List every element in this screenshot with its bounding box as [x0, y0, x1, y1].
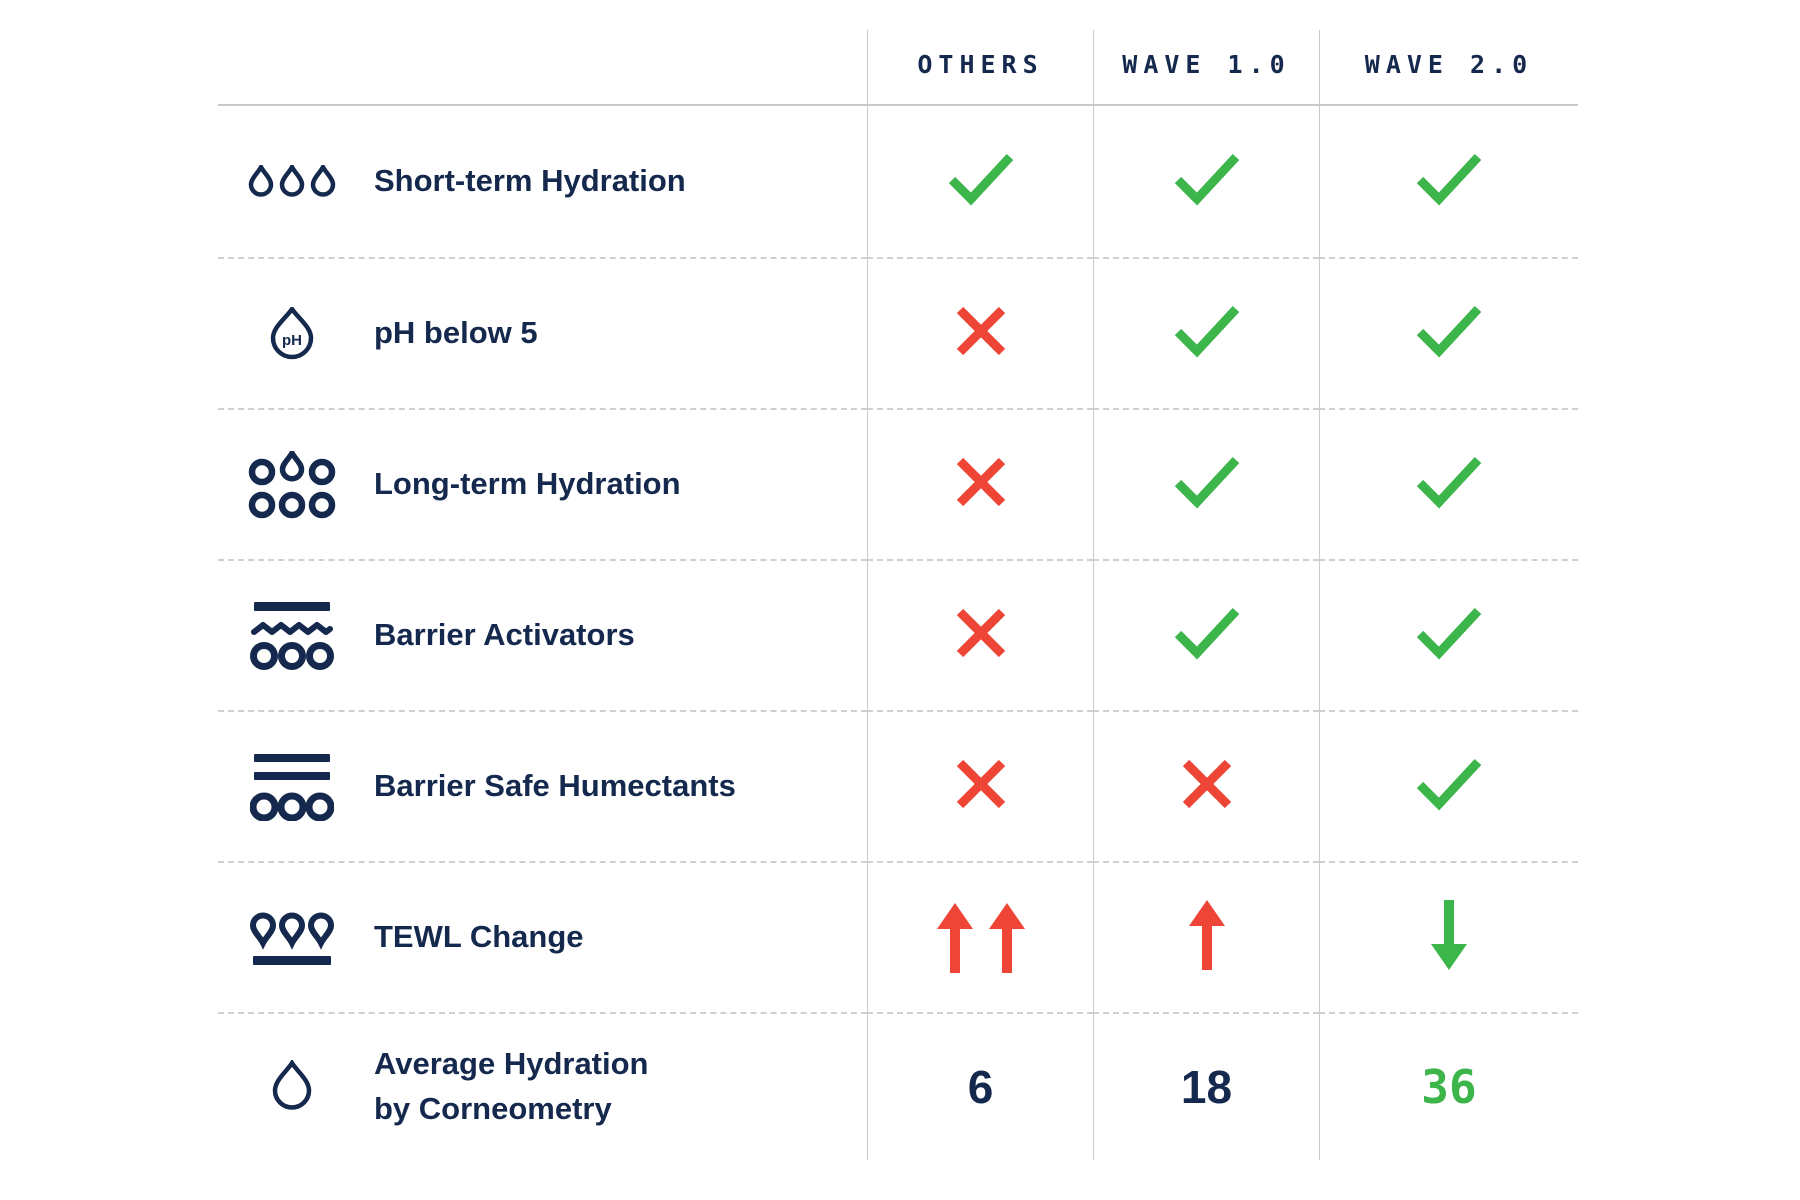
value-cell: [1093, 861, 1319, 1012]
tewl-change-icon: [240, 907, 344, 969]
hydration-score-wave-2: 36: [1421, 1060, 1477, 1114]
value-cell: [1093, 408, 1319, 559]
value-cell: [1319, 559, 1578, 710]
cross-icon: [951, 301, 1011, 366]
column-header-others: OTHERS: [867, 30, 1093, 106]
row-label: Barrier Activators: [374, 617, 635, 653]
check-icon: [1169, 603, 1245, 668]
table-row-label: Barrier Activators: [218, 559, 867, 710]
value-cell: [1319, 408, 1578, 559]
droplets-row-icon: [240, 164, 344, 199]
check-icon: [1411, 301, 1487, 366]
check-icon: [943, 149, 1019, 214]
cross-icon: [1177, 754, 1237, 819]
column-header-wave-1: WAVE 1.0: [1093, 30, 1319, 106]
header-empty-cell: [218, 30, 867, 106]
value-cell: [1319, 106, 1578, 257]
column-header-wave-2: WAVE 2.0: [1319, 30, 1578, 106]
value-cell: [867, 710, 1093, 861]
check-icon: [1169, 149, 1245, 214]
value-cell: [867, 559, 1093, 710]
table-row-label: pH pH below 5: [218, 257, 867, 408]
row-label: Long-term Hydration: [374, 466, 681, 502]
check-icon: [1169, 301, 1245, 366]
row-label-line1: Average Hydration: [374, 1046, 649, 1082]
barrier-humectants-icon: [240, 753, 344, 821]
comparison-table: OTHERS WAVE 1.0 WAVE 2.0 Short-term Hydr…: [218, 30, 1578, 1160]
row-label: Average Hydration by Corneometry: [374, 1042, 649, 1132]
value-cell: 18: [1093, 1012, 1319, 1160]
value-cell: [1319, 710, 1578, 861]
table-row-label: TEWL Change: [218, 861, 867, 1012]
cross-icon: [951, 754, 1011, 819]
table-row-label: Barrier Safe Humectants: [218, 710, 867, 861]
table-row-label: Short-term Hydration: [218, 106, 867, 257]
svg-text:pH: pH: [282, 332, 302, 349]
value-cell: [867, 257, 1093, 408]
value-cell: 6: [867, 1012, 1093, 1160]
row-label: TEWL Change: [374, 919, 584, 955]
cross-icon: [951, 603, 1011, 668]
barrier-activators-icon: [240, 601, 344, 670]
up-arrow-icon: [1188, 899, 1226, 976]
table-row-label: Long-term Hydration: [218, 408, 867, 559]
value-cell: 36: [1319, 1012, 1578, 1160]
hydration-score-others: 6: [967, 1061, 994, 1113]
row-label-line2: by Corneometry: [374, 1091, 612, 1126]
droplets-grid-icon: [240, 450, 344, 519]
row-label: Short-term Hydration: [374, 163, 686, 199]
value-cell: [1319, 861, 1578, 1012]
double-up-arrow-icon: [936, 902, 1026, 974]
ph-droplet-icon: pH: [240, 306, 344, 361]
table-row-label: Average Hydration by Corneometry: [218, 1012, 867, 1160]
hydration-score-wave-1: 18: [1180, 1061, 1233, 1113]
check-icon: [1411, 754, 1487, 819]
check-icon: [1169, 452, 1245, 517]
down-arrow-icon: [1430, 899, 1468, 976]
check-icon: [1411, 603, 1487, 668]
value-cell: [1093, 710, 1319, 861]
value-cell: [1319, 257, 1578, 408]
cross-icon: [951, 452, 1011, 517]
check-icon: [1411, 452, 1487, 517]
value-cell: [867, 861, 1093, 1012]
row-label: pH below 5: [374, 315, 538, 351]
check-icon: [1411, 149, 1487, 214]
value-cell: [1093, 106, 1319, 257]
value-cell: [1093, 559, 1319, 710]
value-cell: [1093, 257, 1319, 408]
row-label: Barrier Safe Humectants: [374, 768, 736, 804]
value-cell: [867, 106, 1093, 257]
droplet-icon: [240, 1060, 344, 1114]
value-cell: [867, 408, 1093, 559]
